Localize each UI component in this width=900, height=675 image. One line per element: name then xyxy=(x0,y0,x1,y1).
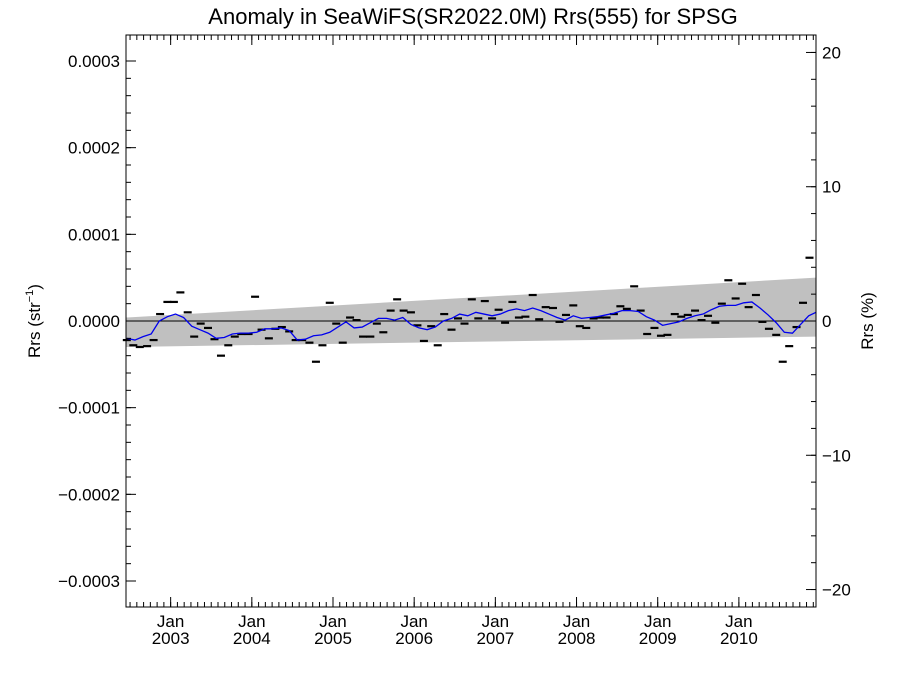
right-axis-tick-label: 20 xyxy=(822,43,841,62)
x-axis-month-label: Jan xyxy=(644,612,671,631)
x-axis-year-label: 2005 xyxy=(314,629,352,648)
monthly-anomaly-markers xyxy=(122,256,814,363)
x-axis-year-label: 2006 xyxy=(395,629,433,648)
x-axis-year-label: 2003 xyxy=(152,629,190,648)
x-axis: Jan2003Jan2004Jan2005Jan2006Jan2007Jan20… xyxy=(129,35,814,648)
chart-title: Anomaly in SeaWiFS(SR2022.0M) Rrs(555) f… xyxy=(208,4,737,29)
x-axis-year-label: 2004 xyxy=(233,629,271,648)
x-axis-year-label: 2008 xyxy=(558,629,596,648)
left-axis-tick-label: 0.0002 xyxy=(68,139,120,158)
right-axis-tick-label: 0 xyxy=(822,312,831,331)
left-y-axis: 0.0003 0.0002 0.0001 0.0000 −0.0001 −0.0002 −0… xyxy=(58,52,136,591)
left-axis-tick-label: 0.0000 xyxy=(68,312,120,331)
x-axis-year-label: 2007 xyxy=(476,629,514,648)
right-y-axis: 20 10 0 −10 −20 xyxy=(806,43,851,600)
left-axis-tick-label: −0.0001 xyxy=(58,399,120,418)
x-axis-month-label: Jan xyxy=(563,612,590,631)
smoothed-anomaly-line xyxy=(126,301,817,341)
right-axis-tick-label: −10 xyxy=(822,446,851,465)
left-axis-tick-label: 0.0003 xyxy=(68,52,120,71)
left-axis-tick-label: 0.0001 xyxy=(68,225,120,244)
plot-area xyxy=(122,256,817,363)
uncertainty-band xyxy=(126,277,816,347)
x-axis-month-label: Jan xyxy=(482,612,509,631)
x-axis-month-label: Jan xyxy=(725,612,752,631)
x-axis-year-label: 2010 xyxy=(720,629,758,648)
x-axis-month-label: Jan xyxy=(238,612,265,631)
x-axis-month-label: Jan xyxy=(157,612,184,631)
left-axis-tick-label: −0.0003 xyxy=(58,572,120,591)
left-axis-tick-label: −0.0002 xyxy=(58,485,120,504)
x-axis-year-label: 2009 xyxy=(639,629,677,648)
left-axis-label: Rrs (str−1) xyxy=(24,284,44,358)
x-axis-month-label: Jan xyxy=(400,612,427,631)
x-axis-month-label: Jan xyxy=(319,612,346,631)
right-axis-tick-label: −20 xyxy=(822,581,851,600)
right-axis-label: Rrs (%) xyxy=(858,292,877,350)
right-axis-tick-label: 10 xyxy=(822,178,841,197)
